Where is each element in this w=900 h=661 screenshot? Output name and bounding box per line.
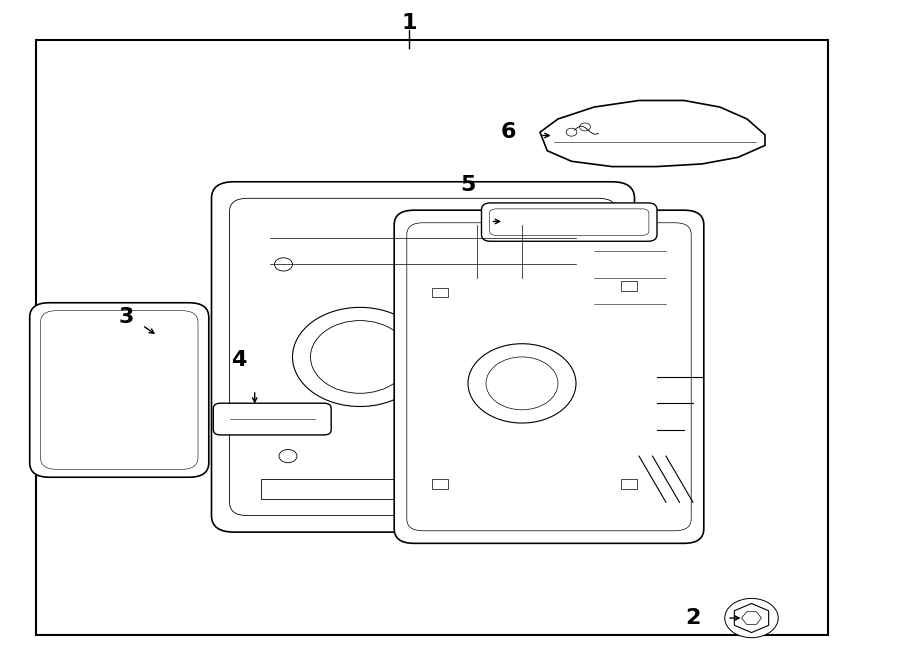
Text: 3: 3 <box>118 307 134 327</box>
Bar <box>504 338 526 350</box>
Circle shape <box>423 449 441 463</box>
FancyBboxPatch shape <box>482 203 657 241</box>
Circle shape <box>414 264 432 278</box>
Text: 6: 6 <box>500 122 517 142</box>
Text: 2: 2 <box>685 608 701 628</box>
Circle shape <box>566 128 577 136</box>
Polygon shape <box>540 100 765 167</box>
Polygon shape <box>734 603 769 633</box>
FancyBboxPatch shape <box>30 303 209 477</box>
Text: 5: 5 <box>460 175 476 195</box>
Circle shape <box>279 449 297 463</box>
Bar <box>432 288 448 297</box>
FancyBboxPatch shape <box>407 223 691 531</box>
FancyBboxPatch shape <box>212 182 634 532</box>
FancyBboxPatch shape <box>213 403 331 435</box>
Circle shape <box>310 321 410 393</box>
Circle shape <box>724 598 778 638</box>
Circle shape <box>486 357 558 410</box>
FancyBboxPatch shape <box>490 209 649 235</box>
Circle shape <box>468 344 576 423</box>
Bar <box>621 479 637 489</box>
FancyBboxPatch shape <box>394 210 704 543</box>
Circle shape <box>292 307 428 407</box>
Text: 1: 1 <box>401 13 418 33</box>
Bar <box>36 40 828 635</box>
Circle shape <box>274 258 292 271</box>
Polygon shape <box>742 611 761 625</box>
Bar <box>261 479 567 499</box>
Text: 4: 4 <box>230 350 247 370</box>
Bar <box>432 479 448 489</box>
FancyBboxPatch shape <box>40 311 198 469</box>
Circle shape <box>580 123 590 131</box>
Bar <box>621 281 637 291</box>
Bar <box>486 305 508 317</box>
FancyBboxPatch shape <box>230 198 616 516</box>
